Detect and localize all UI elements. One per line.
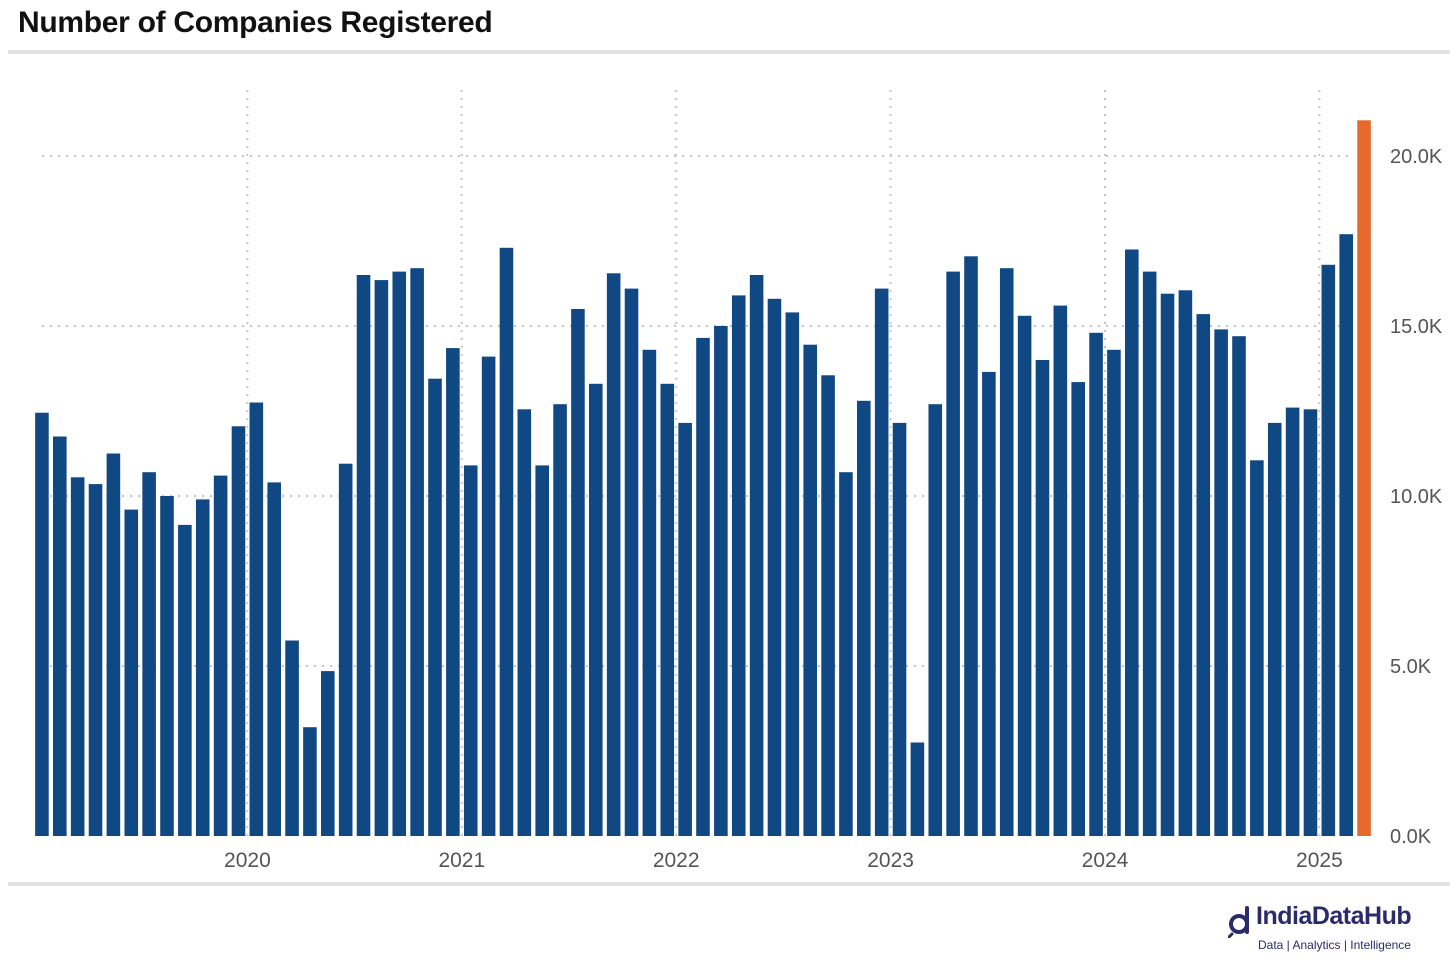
bar [606, 273, 621, 836]
bar [874, 288, 889, 837]
bar [88, 484, 103, 836]
bar [1035, 360, 1050, 836]
title-divider [8, 50, 1450, 54]
bar [481, 356, 496, 836]
brand-tagline: Data | Analytics | Intelligence [1258, 938, 1411, 952]
bar [624, 288, 639, 837]
bar [1214, 329, 1228, 836]
bar [249, 402, 264, 836]
x-axis: 2020 2021 2022 2023 2024 2025 [224, 849, 1343, 872]
bar [53, 436, 67, 836]
bar [195, 499, 210, 836]
bar [1160, 293, 1175, 836]
bar [1196, 314, 1211, 837]
x-tick-label: 2023 [867, 849, 914, 872]
bar [392, 271, 407, 837]
bar [213, 475, 228, 836]
bar [321, 671, 335, 836]
y-tick-label: 5.0K [1390, 656, 1432, 678]
bar [517, 409, 532, 836]
bar [1285, 407, 1300, 836]
bar [589, 383, 603, 836]
y-tick-label: 15.0K [1390, 316, 1443, 338]
bar [1107, 349, 1121, 836]
y-tick-label: 0.0K [1390, 826, 1432, 848]
bar [982, 371, 996, 836]
bar [1017, 315, 1032, 836]
bar [731, 295, 746, 836]
bar [642, 349, 657, 836]
bar [106, 453, 121, 836]
bar [928, 404, 943, 836]
bar [1125, 249, 1139, 836]
bar [553, 404, 567, 836]
bar [714, 326, 728, 836]
bar [463, 465, 478, 836]
bar [910, 742, 925, 836]
footer-divider [8, 882, 1450, 886]
bar-chart: 0.0K 5.0K 10.0K 15.0K 20.0K 2020 2021 2022 2023… [35, 90, 1443, 872]
bar [124, 509, 139, 836]
bar [267, 482, 281, 836]
bar-series [35, 120, 1371, 837]
bar [428, 378, 442, 836]
bar [535, 465, 549, 836]
brand-block: IndiaDataHub Data | Analytics | Intellig… [1228, 902, 1448, 958]
y-tick-label: 20.0K [1390, 146, 1443, 168]
bar [1232, 336, 1246, 836]
chart-title: Number of Companies Registered [18, 6, 493, 39]
x-tick-label: 2025 [1296, 849, 1343, 872]
bar [35, 412, 49, 836]
x-tick-label: 2022 [653, 849, 700, 872]
bar [857, 400, 871, 836]
bar [749, 275, 764, 836]
magnifier-d-icon [1228, 906, 1249, 938]
bar [338, 463, 353, 836]
bar [142, 472, 156, 836]
bar [999, 268, 1014, 836]
bar [696, 337, 710, 836]
bar [946, 271, 960, 837]
bar [1178, 290, 1193, 836]
bar [303, 727, 317, 836]
bar [178, 524, 192, 836]
bar [160, 496, 174, 836]
bar [1089, 332, 1103, 836]
x-tick-label: 2021 [438, 849, 485, 872]
bar-latest [1357, 120, 1371, 837]
bar [1339, 234, 1353, 836]
bar [892, 422, 907, 836]
bar [1303, 409, 1318, 836]
bar [1053, 305, 1068, 837]
y-tick-label: 10.0K [1390, 486, 1443, 508]
bar [785, 312, 800, 836]
x-tick-label: 2024 [1082, 849, 1129, 872]
bar [1142, 271, 1157, 837]
bar [1071, 382, 1085, 836]
bar [1321, 264, 1336, 836]
bar [499, 247, 514, 837]
bar [356, 275, 371, 836]
bar [446, 348, 460, 836]
bar [839, 472, 853, 836]
bar [571, 309, 585, 836]
bar [767, 298, 782, 836]
bar [285, 640, 299, 836]
bar [678, 422, 692, 836]
bar [374, 280, 389, 837]
bar [1250, 460, 1264, 836]
bar [410, 268, 424, 836]
bar [803, 344, 817, 836]
x-tick-label: 2020 [224, 849, 271, 872]
bar [231, 426, 246, 836]
y-axis: 0.0K 5.0K 10.0K 15.0K 20.0K [1390, 146, 1443, 848]
bar [821, 375, 835, 836]
bar [70, 477, 85, 836]
bar [964, 256, 978, 836]
brand-name: IndiaDataHub [1256, 902, 1412, 930]
bar [660, 383, 675, 836]
bar [1267, 422, 1282, 836]
